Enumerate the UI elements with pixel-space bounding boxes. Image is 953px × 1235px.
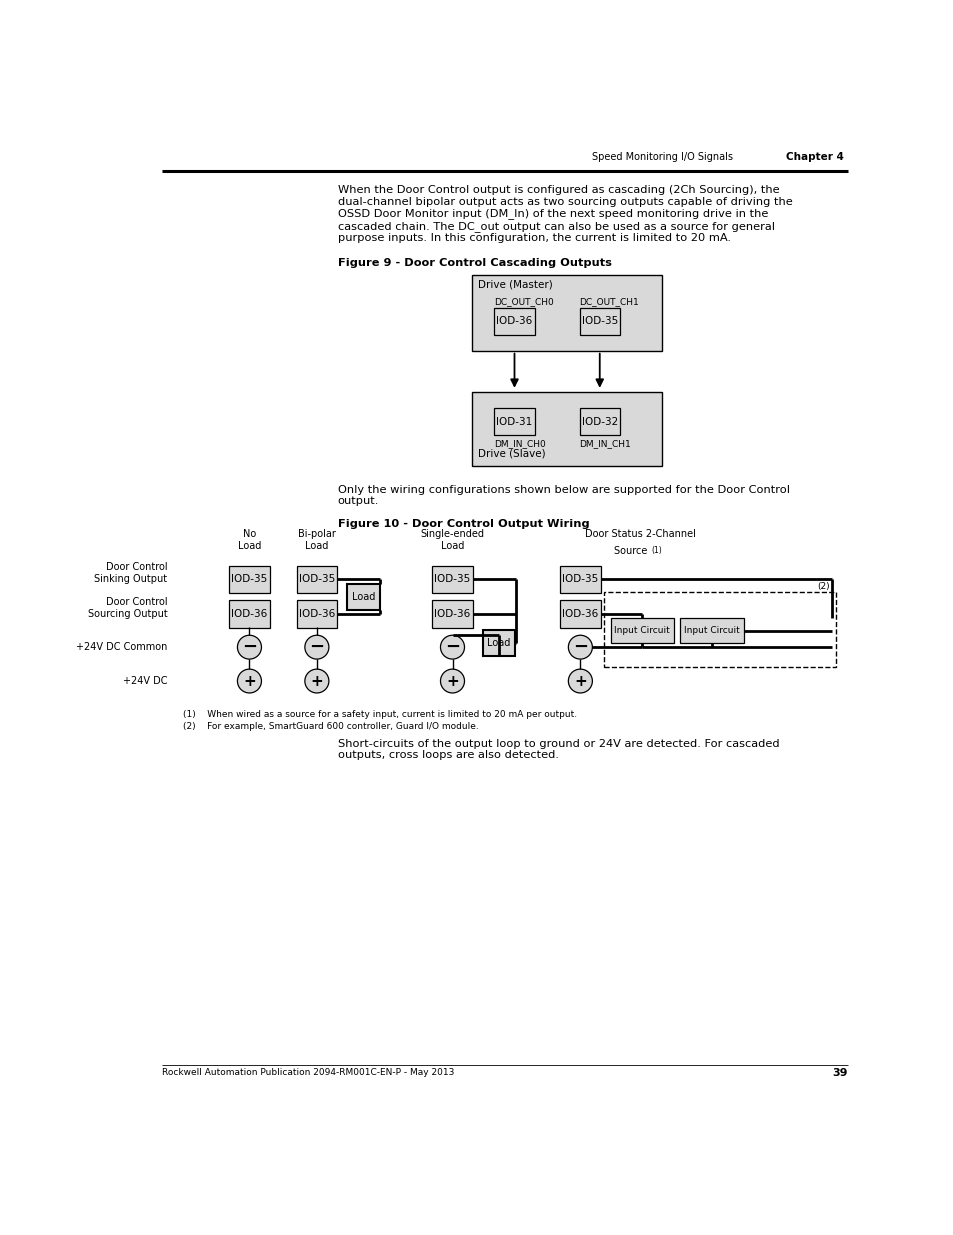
Circle shape: [440, 635, 464, 659]
Bar: [559, 566, 599, 593]
Circle shape: [568, 635, 592, 659]
Text: Single-ended
Load: Single-ended Load: [420, 530, 484, 551]
Bar: [229, 600, 270, 627]
Text: Chapter 4: Chapter 4: [785, 152, 843, 162]
Text: Load: Load: [487, 638, 510, 648]
Text: (1): (1): [651, 546, 661, 556]
Text: When the Door Control output is configured as cascading (2Ch Sourcing), the
dual: When the Door Control output is configur…: [337, 185, 792, 243]
Text: Figure 10 - Door Control Output Wiring: Figure 10 - Door Control Output Wiring: [337, 519, 589, 529]
Circle shape: [305, 635, 329, 659]
Text: +24V DC: +24V DC: [123, 676, 167, 685]
Text: Input Circuit: Input Circuit: [614, 626, 670, 635]
Text: Only the wiring configurations shown below are supported for the Door Control
ou: Only the wiring configurations shown bel…: [337, 484, 789, 506]
Text: DC_OUT_CH1: DC_OUT_CH1: [579, 296, 639, 306]
Text: Load: Load: [352, 592, 375, 601]
Text: Drive (Master): Drive (Master): [477, 279, 552, 289]
Text: −: −: [242, 638, 256, 656]
Text: IOD-36: IOD-36: [231, 609, 267, 619]
Text: IOD-32: IOD-32: [581, 416, 618, 426]
Bar: [347, 584, 379, 610]
Text: Short-circuits of the output loop to ground or 24V are detected. For cascaded
ou: Short-circuits of the output loop to gro…: [337, 739, 779, 761]
Text: Door Status 2-Channel: Door Status 2-Channel: [584, 530, 695, 540]
Text: IOD-31: IOD-31: [496, 416, 532, 426]
Text: −: −: [309, 638, 324, 656]
Text: Bi-polar
Load: Bi-polar Load: [297, 530, 335, 551]
Bar: [494, 309, 534, 335]
Text: −: −: [572, 638, 587, 656]
Text: DM_IN_CH0: DM_IN_CH0: [494, 440, 545, 448]
Text: 39: 39: [831, 1068, 847, 1078]
Text: (2)    For example, SmartGuard 600 controller, Guard I/O module.: (2) For example, SmartGuard 600 controll…: [183, 721, 478, 731]
Bar: [472, 393, 661, 466]
Circle shape: [237, 635, 261, 659]
Text: (1)    When wired as a source for a safety input, current is limited to 20 mA pe: (1) When wired as a source for a safety …: [183, 710, 577, 719]
Text: Source: Source: [614, 546, 650, 556]
Text: Drive (Slave): Drive (Slave): [477, 448, 545, 458]
Text: +: +: [574, 673, 586, 689]
Bar: [494, 409, 534, 435]
Text: Input Circuit: Input Circuit: [683, 626, 740, 635]
Text: Door Control
Sinking Output: Door Control Sinking Output: [94, 562, 167, 584]
Text: IOD-35: IOD-35: [581, 316, 618, 326]
Bar: [559, 600, 599, 627]
Bar: [432, 600, 472, 627]
Bar: [610, 619, 674, 643]
Bar: [604, 592, 835, 667]
Bar: [432, 566, 472, 593]
Text: DM_IN_CH1: DM_IN_CH1: [579, 440, 631, 448]
Text: Door Control
Sourcing Output: Door Control Sourcing Output: [88, 597, 167, 619]
Circle shape: [568, 669, 592, 693]
Circle shape: [305, 669, 329, 693]
Text: Figure 9 - Door Control Cascading Outputs: Figure 9 - Door Control Cascading Output…: [337, 258, 611, 268]
Bar: [296, 600, 336, 627]
Circle shape: [237, 669, 261, 693]
Text: +: +: [446, 673, 458, 689]
Text: (2): (2): [817, 582, 829, 592]
Text: IOD-36: IOD-36: [434, 609, 470, 619]
Bar: [579, 309, 619, 335]
Bar: [229, 566, 270, 593]
Bar: [472, 275, 661, 351]
Text: IOD-36: IOD-36: [496, 316, 532, 326]
Text: +: +: [243, 673, 255, 689]
Text: IOD-35: IOD-35: [298, 574, 335, 584]
Text: No
Load: No Load: [237, 530, 261, 551]
Text: IOD-35: IOD-35: [434, 574, 470, 584]
Text: DC_OUT_CH0: DC_OUT_CH0: [494, 296, 554, 306]
Bar: [579, 409, 619, 435]
Bar: [679, 619, 743, 643]
Text: Rockwell Automation Publication 2094-RM001C-EN-P - May 2013: Rockwell Automation Publication 2094-RM0…: [162, 1068, 454, 1077]
Text: Speed Monitoring I/O Signals: Speed Monitoring I/O Signals: [592, 152, 732, 162]
Bar: [296, 566, 336, 593]
Text: IOD-35: IOD-35: [231, 574, 267, 584]
Text: IOD-36: IOD-36: [561, 609, 598, 619]
Text: +: +: [310, 673, 323, 689]
Bar: [482, 630, 515, 656]
Text: IOD-36: IOD-36: [298, 609, 335, 619]
Text: IOD-35: IOD-35: [561, 574, 598, 584]
Circle shape: [440, 669, 464, 693]
Text: −: −: [444, 638, 459, 656]
Text: +24V DC Common: +24V DC Common: [76, 642, 167, 652]
